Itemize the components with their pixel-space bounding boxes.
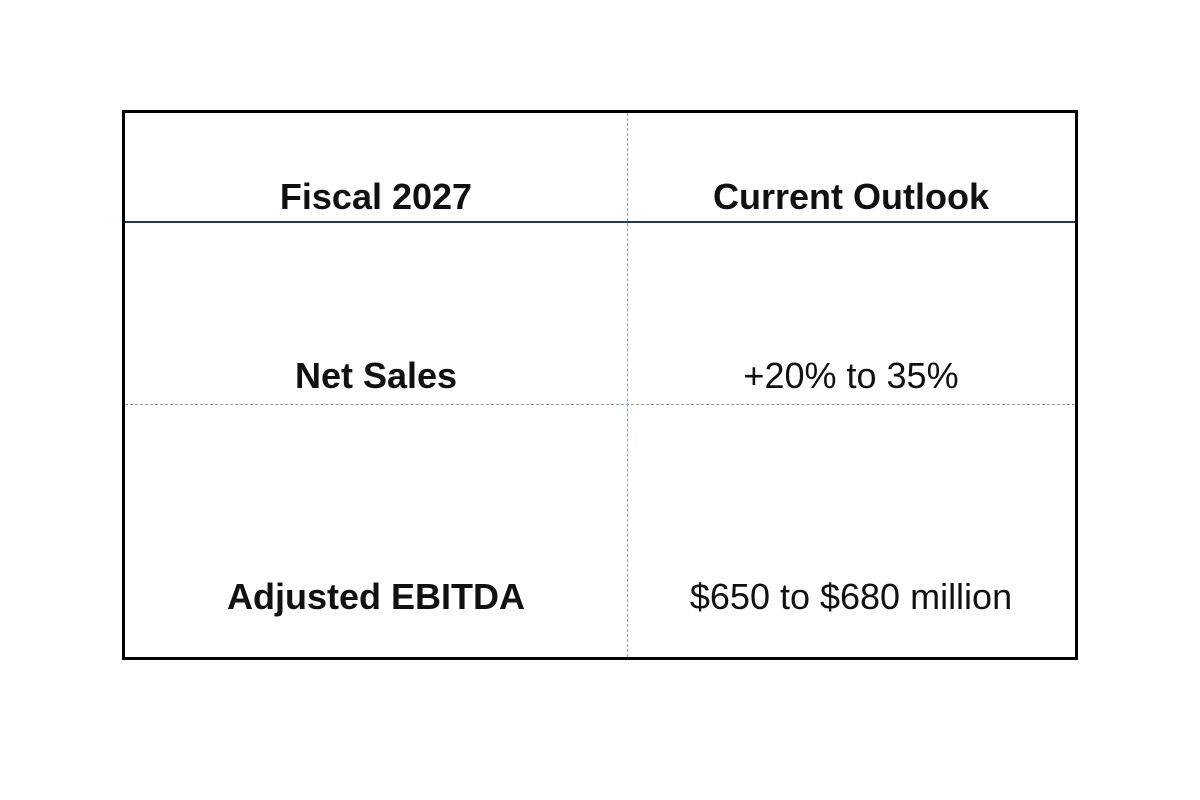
row-value-text: $650 to $680 million (689, 576, 1013, 617)
header-current-outlook: Current Outlook (627, 113, 1075, 221)
outlook-table: Fiscal 2027 Current Outlook Net Sales +2… (122, 110, 1078, 660)
row-value-net-sales: +20% to 35% (627, 223, 1075, 404)
header-fiscal-year-label: Fiscal 2027 (279, 176, 473, 217)
table-row: Net Sales +20% to 35% (125, 223, 1075, 405)
header-current-outlook-label: Current Outlook (713, 176, 989, 217)
row-value-text: +20% to 35% (743, 355, 959, 396)
header-fiscal-year: Fiscal 2027 (125, 113, 627, 221)
row-label-adjusted-ebitda: Adjusted EBITDA (125, 405, 627, 657)
row-value-adjusted-ebitda: $650 to $680 million (627, 405, 1075, 657)
row-label-net-sales: Net Sales (125, 223, 627, 404)
column-divider (627, 113, 628, 657)
row-label-text: Net Sales (294, 355, 458, 396)
row-label-text: Adjusted EBITDA (226, 576, 525, 617)
table-row: Adjusted EBITDA $650 to $680 million (125, 405, 1075, 657)
table-header-row: Fiscal 2027 Current Outlook (125, 113, 1075, 223)
